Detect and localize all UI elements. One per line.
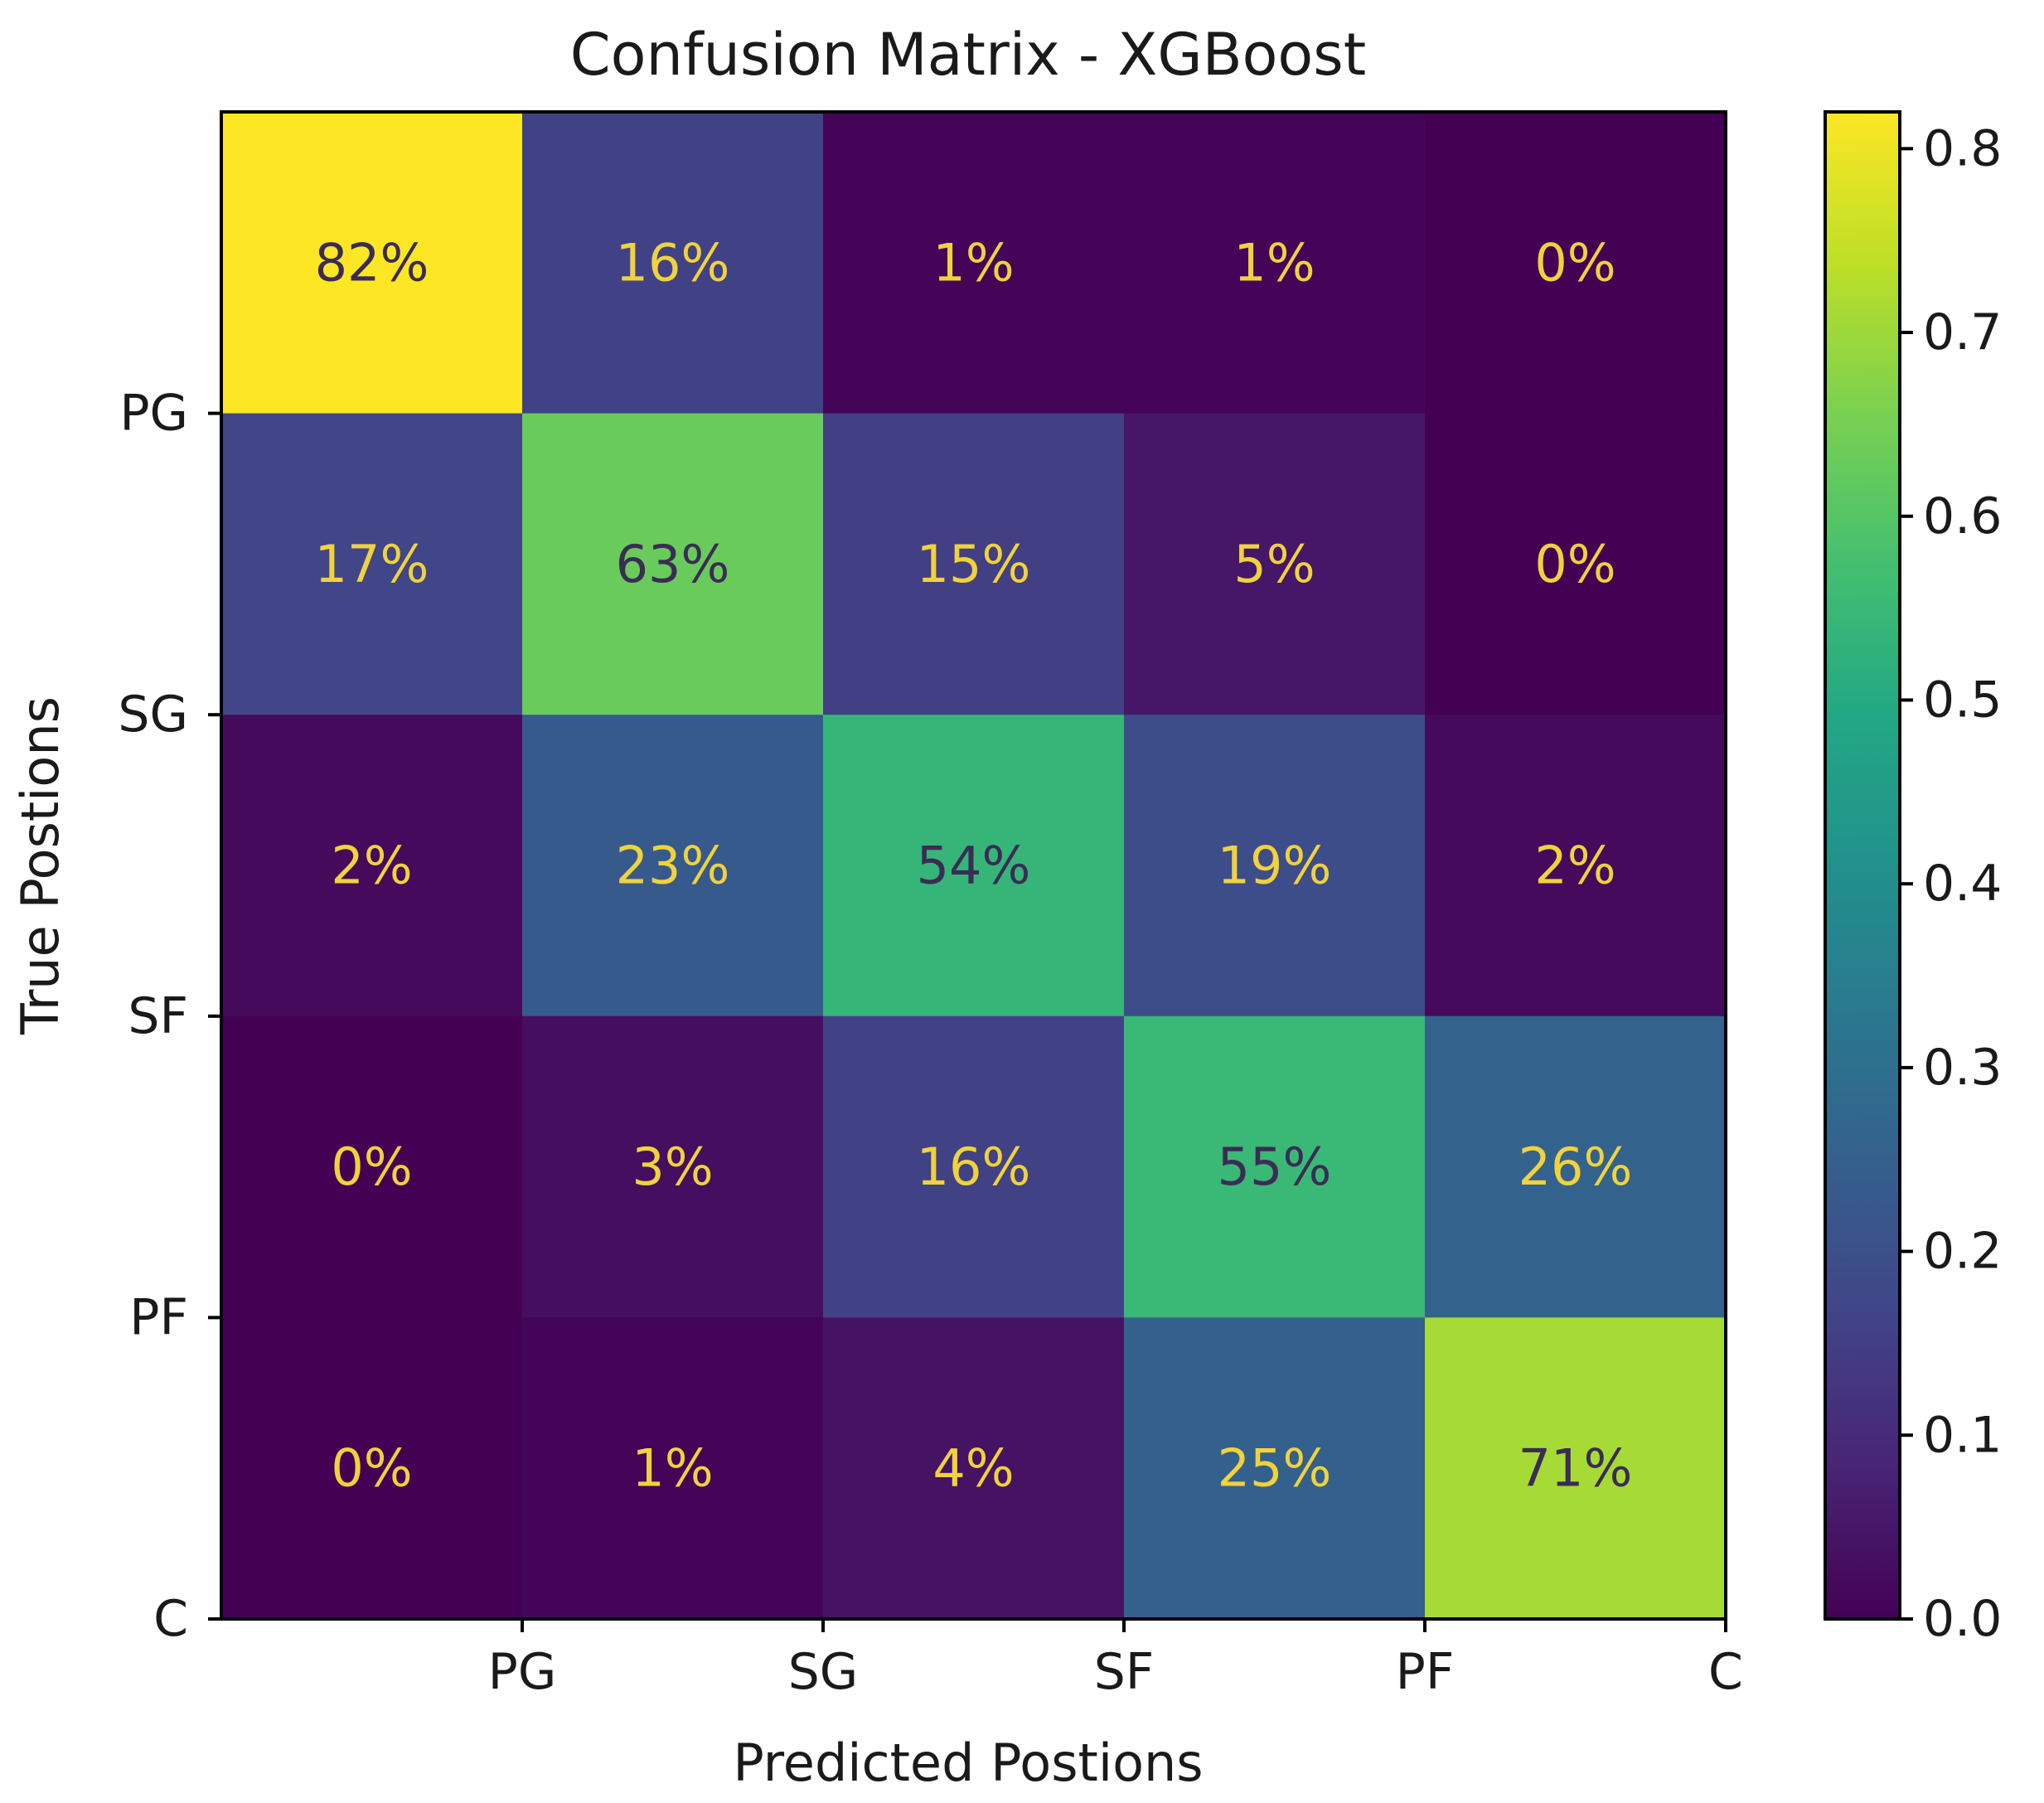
- y-tick-label: C: [153, 1590, 188, 1648]
- x-tick-label: SG: [788, 1643, 859, 1701]
- cell-value-label: 0%: [331, 1137, 412, 1197]
- heatmap-cell: [221, 1015, 523, 1318]
- colorbar-tick-label: 0.8: [1923, 119, 2002, 177]
- y-axis-ticks: PG SG SF PF C: [118, 385, 221, 1648]
- heatmap-cell: [1425, 413, 1727, 715]
- cell-value-label: 17%: [315, 534, 429, 594]
- colorbar-tick-label: 0.7: [1923, 303, 2002, 361]
- heatmap-cells: [221, 112, 1727, 1620]
- heatmap-cell: [823, 112, 1125, 414]
- colorbar-tick-label: 0.3: [1923, 1039, 2002, 1097]
- x-tick-label: PG: [488, 1643, 557, 1701]
- heatmap-cell: [221, 112, 523, 414]
- heatmap-cell: [1124, 112, 1426, 414]
- x-axis-ticks: PG SG SF PF C: [488, 1619, 1743, 1701]
- y-tick-label: SF: [128, 987, 188, 1045]
- cell-value-label: 19%: [1218, 836, 1332, 896]
- cell-value-label: 0%: [331, 1438, 412, 1499]
- cell-value-label: 5%: [1233, 534, 1315, 594]
- cell-value-label: 3%: [632, 1137, 713, 1197]
- cell-value-label: 1%: [1233, 232, 1315, 293]
- x-axis-label: Predicted Postions: [733, 1733, 1203, 1793]
- colorbar-frame: [1824, 110, 1901, 1621]
- heatmap-cell-labels: 82% 16% 1% 1% 0% 17% 63% 15% 5% 0% 2% 23% 54% 19% 2% 0%…: [315, 232, 1633, 1498]
- cell-value-label: 16%: [616, 232, 730, 293]
- cell-value-label: 54%: [917, 836, 1031, 896]
- colorbar-tick-label: 0.6: [1923, 487, 2002, 545]
- heatmap-cell: [1124, 413, 1426, 715]
- x-tick-label: PF: [1396, 1643, 1455, 1701]
- heatmap-cell: [1425, 1317, 1727, 1620]
- chart-title: Confusion Matrix - XGBoost: [570, 21, 1366, 89]
- y-tick-label: PG: [119, 385, 188, 443]
- cell-value-label: 0%: [1534, 534, 1615, 594]
- heatmap-cell: [823, 1015, 1125, 1318]
- heatmap-cell: [522, 1015, 824, 1318]
- colorbar-tick-label: 0.2: [1923, 1223, 2002, 1281]
- cell-value-label: 2%: [331, 836, 412, 896]
- cell-value-label: 55%: [1218, 1137, 1332, 1197]
- cell-value-label: 1%: [932, 232, 1014, 293]
- colorbar-ticks: 0.0 0.1 0.2 0.3 0.4 0.5 0.6 0.7 0.8: [1900, 119, 2002, 1648]
- heatmap-cell: [522, 715, 824, 1017]
- heatmap-cell: [522, 1317, 824, 1620]
- y-axis-label: True Postions: [10, 696, 70, 1035]
- colorbar-tick-label: 0.1: [1923, 1406, 2002, 1464]
- heatmap-cell: [1124, 1015, 1426, 1318]
- heatmap-cell: [221, 413, 523, 715]
- cell-value-label: 4%: [932, 1438, 1014, 1499]
- y-tick-label: PF: [129, 1288, 188, 1346]
- colorbar: [1825, 112, 1900, 1619]
- heatmap-cell: [522, 413, 824, 715]
- heatmap-cell: [823, 1317, 1125, 1620]
- cell-value-label: 63%: [616, 534, 730, 594]
- heatmap-cell: [1425, 715, 1727, 1017]
- x-tick-label: SF: [1094, 1643, 1155, 1701]
- colorbar-tick-label: 0.4: [1923, 855, 2002, 913]
- x-tick-label: C: [1708, 1643, 1743, 1701]
- plot-frame: [220, 110, 1727, 1621]
- cell-value-label: 16%: [917, 1137, 1031, 1197]
- cell-value-label: 2%: [1534, 836, 1615, 896]
- heatmap-cell: [1425, 112, 1727, 414]
- cell-value-label: 0%: [1534, 232, 1615, 293]
- heatmap-cell: [1124, 1317, 1426, 1620]
- heatmap-cell: [221, 1317, 523, 1620]
- colorbar-tick-label: 0.5: [1923, 671, 2002, 729]
- cell-value-label: 23%: [616, 836, 730, 896]
- cell-value-label: 25%: [1218, 1438, 1332, 1499]
- heatmap-cell: [522, 112, 824, 414]
- cell-value-label: 82%: [315, 232, 429, 293]
- heatmap-cell: [1425, 1015, 1727, 1318]
- y-tick-label: SG: [118, 686, 188, 744]
- heatmap-cell: [823, 413, 1125, 715]
- heatmap-cell: [221, 715, 523, 1017]
- heatmap-cell: [1124, 715, 1426, 1017]
- cell-value-label: 1%: [632, 1438, 713, 1499]
- cell-value-label: 71%: [1518, 1438, 1633, 1499]
- cell-value-label: 15%: [917, 534, 1031, 594]
- colorbar-tick-label: 0.0: [1923, 1590, 2002, 1648]
- heatmap-cell: [823, 715, 1125, 1017]
- cell-value-label: 26%: [1518, 1137, 1633, 1197]
